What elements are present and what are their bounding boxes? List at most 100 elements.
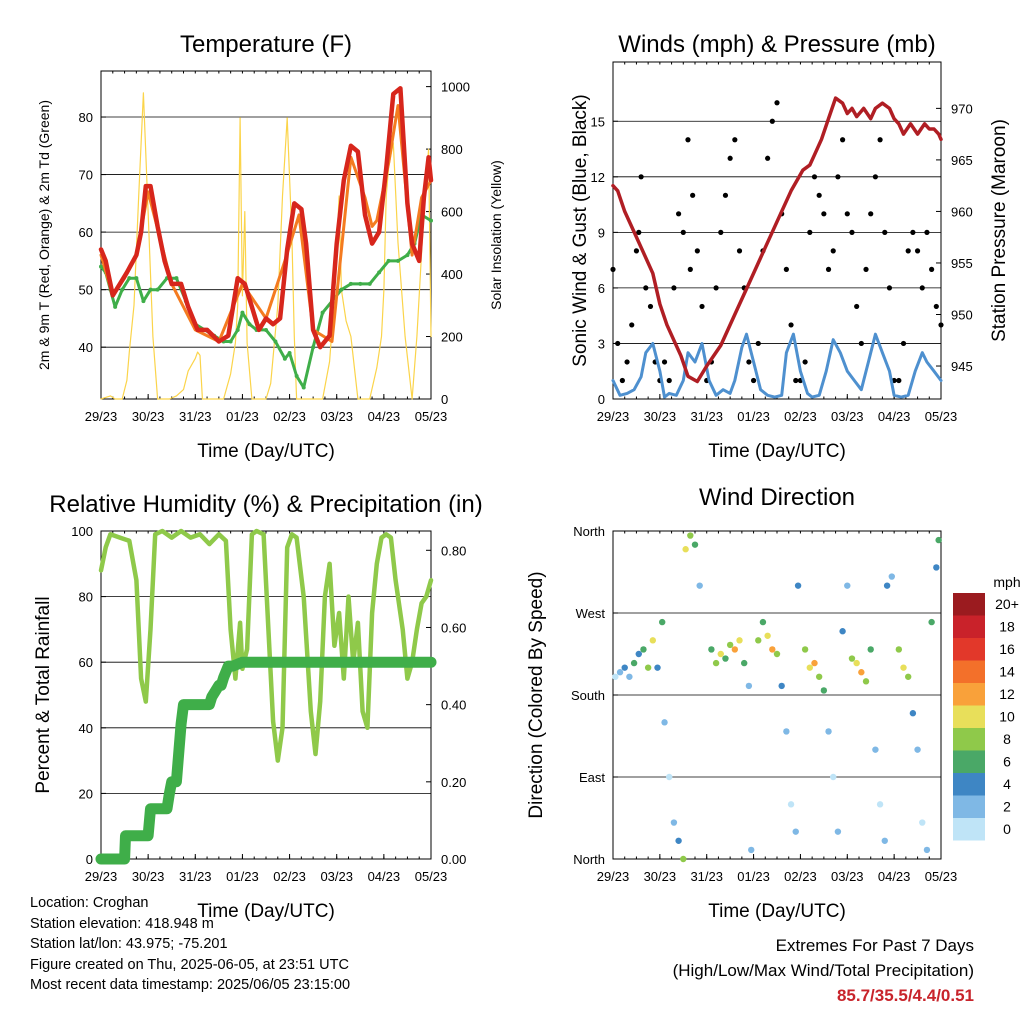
wind-dir-point xyxy=(635,650,642,658)
y2-tick-label: 0.60 xyxy=(441,620,466,635)
y-tick-label: 60 xyxy=(79,655,93,670)
y-tick-label: 0 xyxy=(598,392,605,407)
y-tick-label: West xyxy=(576,606,606,621)
x-tick-label: 01/23 xyxy=(737,869,770,884)
wind-dir-point xyxy=(830,773,837,781)
legend-swatch xyxy=(953,705,985,728)
y-tick-label: North xyxy=(573,524,605,539)
precip-line xyxy=(95,656,437,865)
wind-dir-point xyxy=(691,541,699,548)
wind-dir-point xyxy=(935,536,942,544)
recent-timestamp: Most recent data timestamp: 2025/06/05 2… xyxy=(30,977,351,993)
wind-dir-point xyxy=(820,687,828,694)
dewpoint-point xyxy=(240,310,245,315)
wind-dir-point xyxy=(731,646,739,653)
gust-point xyxy=(849,229,855,235)
gust-point xyxy=(643,285,649,291)
gust-point xyxy=(694,248,700,254)
wind-dir-point xyxy=(811,659,818,667)
gust-point xyxy=(905,248,911,254)
dewpoint-point xyxy=(174,276,179,281)
wind-dir-point xyxy=(680,855,687,863)
y2-tick-label: 960 xyxy=(951,204,973,219)
legend-label: 6 xyxy=(1003,754,1011,770)
panel-1 xyxy=(610,61,944,400)
x-axis-label: Time (Day/UTC) xyxy=(708,901,846,922)
wind-dir-point xyxy=(736,637,743,644)
gust-point xyxy=(624,359,630,365)
dewpoint-point xyxy=(294,373,299,378)
x-tick-label: 04/23 xyxy=(368,869,401,884)
gust-point xyxy=(914,248,921,254)
wind-dir-point xyxy=(687,532,694,539)
wind-dir-point xyxy=(654,664,661,671)
dewpoint-point xyxy=(429,218,433,223)
legend-label: 2 xyxy=(1003,799,1011,815)
gust-point xyxy=(755,340,761,347)
gust-point xyxy=(863,266,869,272)
dewpoint-point xyxy=(405,253,410,258)
legend-swatch xyxy=(953,818,985,841)
wind-dir-point xyxy=(708,646,715,653)
dewpoint-point xyxy=(282,356,287,361)
y2-tick-label: 600 xyxy=(441,205,463,220)
plot-frame xyxy=(100,70,432,400)
legend-swatch xyxy=(953,683,985,706)
x-tick-label: 02/23 xyxy=(273,869,306,884)
dewpoint-point xyxy=(127,276,132,281)
wind-dir-point xyxy=(764,632,771,639)
y-tick-label: South xyxy=(571,688,605,703)
y-axis-label: Percent & Total Rainfall xyxy=(33,596,54,793)
y-tick-label: 15 xyxy=(591,114,605,129)
extremes-subtitle: (High/Low/Max Wind/Total Precipitation) xyxy=(672,961,974,980)
dewpoint-point xyxy=(311,345,316,350)
dewpoint-point xyxy=(386,258,391,263)
x-axis-label: Time (Day/UTC) xyxy=(197,441,335,462)
gust-point xyxy=(610,266,616,272)
y2-axis-label: Station Pressure (Maroon) xyxy=(989,119,1010,342)
gust-point xyxy=(900,340,907,347)
wind-dir-point xyxy=(696,582,703,589)
gust-point xyxy=(746,359,752,365)
gust-point xyxy=(750,377,757,384)
gust-point xyxy=(736,248,743,254)
wind-dir-point xyxy=(867,646,874,653)
x-tick-label: 31/23 xyxy=(690,409,723,424)
wind-dir-point xyxy=(794,582,802,589)
wind-dir-point xyxy=(858,669,865,676)
gust-point xyxy=(830,248,836,254)
x-tick-label: 02/23 xyxy=(273,409,306,424)
gust-point xyxy=(924,229,930,235)
gust-point xyxy=(929,266,935,272)
dewpoint-point xyxy=(358,281,363,286)
legend-swatch xyxy=(953,728,985,751)
wind-dir-point xyxy=(741,659,748,667)
wind-dir-point xyxy=(675,837,682,844)
gust-point xyxy=(844,211,850,217)
y-tick-label: 3 xyxy=(598,336,605,351)
x-tick-label: 30/23 xyxy=(132,409,165,424)
wind-dir-point xyxy=(919,819,926,826)
gust-point xyxy=(722,192,729,198)
wind-dir-point xyxy=(612,673,619,680)
legend-title: mph xyxy=(993,574,1020,590)
y-tick-label: 9 xyxy=(598,225,605,240)
legend-swatch xyxy=(953,795,985,818)
legend-swatch xyxy=(953,615,985,638)
y-tick-label: East xyxy=(579,770,605,785)
panel-title: Relative Humidity (%) & Precipitation (i… xyxy=(49,491,482,518)
x-tick-label: 01/23 xyxy=(737,409,770,424)
dewpoint-point xyxy=(134,276,139,281)
pressure-line xyxy=(611,96,943,384)
gust-point xyxy=(629,322,635,328)
wind-dir-point xyxy=(914,746,921,753)
gust-point xyxy=(727,155,733,161)
x-tick-label: 01/23 xyxy=(226,409,259,424)
x-tick-label: 30/23 xyxy=(132,869,165,884)
x-tick-label: 31/23 xyxy=(179,869,212,884)
wind-dir-point xyxy=(933,564,940,571)
gust-point xyxy=(919,285,925,291)
gust-point xyxy=(690,192,696,198)
gust-point xyxy=(661,359,668,365)
